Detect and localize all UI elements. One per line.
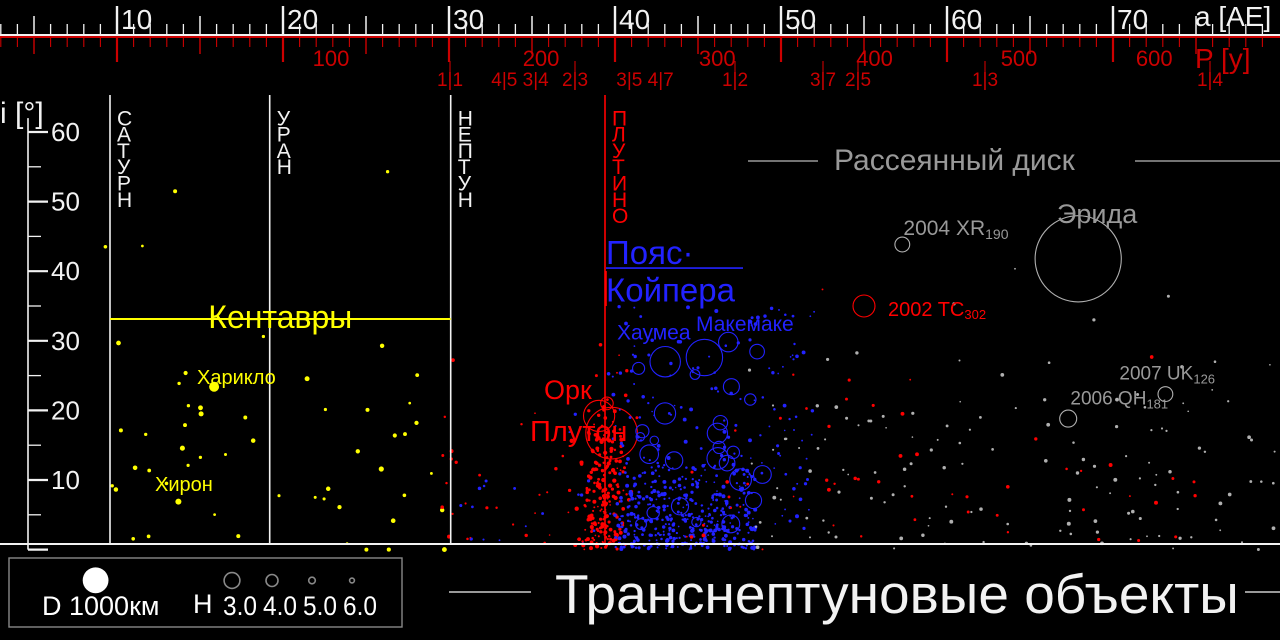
svg-text:40: 40 — [619, 4, 650, 35]
svg-text:Орк: Орк — [544, 375, 592, 405]
svg-text:Н: Н — [277, 156, 292, 179]
svg-text:a [AE]: a [AE] — [1195, 1, 1271, 32]
svg-text:4|5 3|4: 4|5 3|4 — [491, 70, 549, 91]
svg-text:Харикло: Харикло — [197, 367, 276, 389]
svg-text:Транснептуновые объекты: Транснептуновые объекты — [555, 563, 1239, 625]
svg-text:70: 70 — [1117, 4, 1148, 35]
svg-text:40: 40 — [51, 256, 80, 286]
svg-text:Рассеянный диск: Рассеянный диск — [834, 144, 1076, 177]
svg-text:Пояс·: Пояс· — [606, 234, 693, 271]
svg-text:200: 200 — [523, 46, 560, 71]
svg-text:4.0: 4.0 — [263, 591, 297, 621]
svg-text:600: 600 — [1136, 46, 1173, 71]
svg-text:Хаумеа: Хаумеа — [617, 322, 691, 345]
svg-text:6.0: 6.0 — [343, 591, 377, 621]
svg-text:H: H — [193, 589, 213, 619]
svg-text:i [°]: i [°] — [0, 97, 44, 130]
svg-text:D 1000км: D 1000км — [42, 591, 159, 621]
svg-text:Хирон: Хирон — [155, 474, 213, 496]
svg-text:50: 50 — [785, 4, 816, 35]
svg-text:30: 30 — [51, 326, 80, 356]
svg-text:100: 100 — [313, 46, 350, 71]
svg-text:10: 10 — [121, 4, 152, 35]
svg-text:Кентавры: Кентавры — [208, 299, 352, 335]
svg-text:Макемаке: Макемаке — [696, 313, 794, 336]
svg-text:Плутон: Плутон — [530, 416, 627, 448]
svg-text:30: 30 — [453, 4, 484, 35]
svg-text:3.0: 3.0 — [223, 591, 257, 621]
svg-text:50: 50 — [51, 187, 80, 217]
svg-text:10: 10 — [51, 465, 80, 495]
svg-text:60: 60 — [951, 4, 982, 35]
svg-text:Эрида: Эрида — [1057, 199, 1138, 229]
svg-text:20: 20 — [287, 4, 318, 35]
svg-text:Н: Н — [458, 189, 473, 212]
svg-text:500: 500 — [1001, 46, 1038, 71]
svg-text:Койпера: Койпера — [606, 271, 736, 308]
svg-text:3|5 4|7: 3|5 4|7 — [616, 70, 673, 91]
svg-text:О: О — [612, 205, 628, 228]
svg-text:300: 300 — [699, 46, 736, 71]
svg-text:400: 400 — [856, 46, 893, 71]
svg-text:Н: Н — [117, 189, 132, 212]
svg-text:5.0: 5.0 — [303, 591, 337, 621]
svg-text:20: 20 — [51, 395, 80, 425]
svg-text:60: 60 — [51, 117, 80, 147]
